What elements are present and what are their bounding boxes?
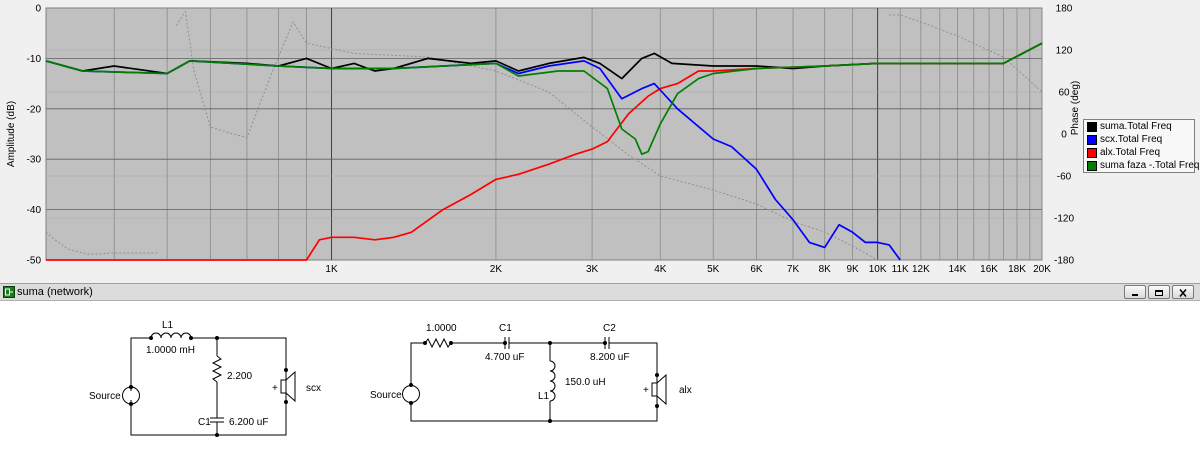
x-tick-label: 9K — [847, 264, 860, 275]
scx-network-dots — [129, 336, 288, 437]
alx-network-circuit — [402, 337, 667, 422]
y-right-tick-label: -60 — [1057, 172, 1072, 183]
y-right-tick-label: -120 — [1054, 214, 1074, 225]
source-label: Source — [370, 390, 402, 401]
legend-label: suma.Total Freq — [1100, 121, 1172, 132]
x-tick-label: 8K — [819, 264, 832, 275]
source-icon[interactable] — [402, 385, 420, 403]
network-window: suma (network) — [0, 283, 1200, 460]
speaker-label: alx — [679, 385, 692, 396]
speaker-icon[interactable] — [651, 382, 658, 397]
y-right-tick-label: 60 — [1058, 88, 1070, 99]
crossover-schematic: L1 1.0000 mH 2.200 C1 6.200 uF Source sc… — [89, 320, 692, 437]
resistor-icon[interactable] — [211, 355, 223, 383]
speaker-label: scx — [306, 383, 321, 394]
maximize-icon — [1155, 290, 1163, 296]
capacitor-c2-label: C2 — [603, 323, 616, 334]
capacitor-label: C1 — [198, 417, 211, 428]
x-tick-label: 4K — [654, 264, 667, 275]
speaker-cone — [285, 370, 296, 403]
alx-wire-top-left — [410, 342, 425, 385]
x-tick-label: 16K — [980, 264, 998, 275]
y-right-tick-label: 0 — [1061, 130, 1067, 141]
x-tick-label: 11K — [892, 264, 909, 275]
legend-swatch — [1087, 160, 1097, 171]
resistor-value: 1.0000 — [426, 323, 457, 334]
scx-wire-top-right — [191, 337, 287, 370]
legend-item[interactable]: suma.Total Freq — [1084, 120, 1194, 133]
scx-wire-bottom — [130, 400, 287, 436]
y-left-axis-label: Amplitude (dB) — [6, 101, 17, 167]
speaker-icon[interactable] — [280, 379, 287, 394]
frequency-response-panel: 0 -10 -20 -30 -40 -50 180 120 60 0 -60 -120 -180 1K 2K… — [6, 3, 1200, 276]
y-right-tick-label: -180 — [1054, 256, 1074, 267]
capacitor-value: 6.200 uF — [229, 417, 268, 428]
x-tick-label: 1K — [325, 264, 338, 275]
legend-swatch — [1087, 147, 1097, 158]
x-tick-label: 3K — [586, 264, 599, 275]
x-tick-label: 5K — [707, 264, 720, 275]
legend-label: alx.Total Freq — [1100, 147, 1161, 158]
x-tick-label: 18K — [1008, 264, 1026, 275]
frequency-response-chart: 0 -10 -20 -30 -40 -50 180 120 60 0 -60 -120 -180 1K 2K… — [6, 4, 1081, 276]
inductor-l1-coil[interactable] — [549, 360, 556, 402]
window-titlebar[interactable]: suma (network) — [0, 283, 1200, 301]
legend-label: scx.Total Freq — [1100, 134, 1163, 145]
y-left-tick-label: -10 — [27, 54, 42, 65]
capacitor-c1-value: 4.700 uF — [485, 352, 524, 363]
capacitor-c1-label: C1 — [499, 323, 512, 334]
inductor-label: L1 — [162, 320, 174, 331]
x-tick-label: 7K — [787, 264, 800, 275]
x-tick-label: 14K — [949, 264, 967, 275]
x-tick-label: 12K — [912, 264, 930, 275]
close-icon — [1179, 289, 1187, 297]
window-title: suma (network) — [17, 286, 93, 298]
legend-swatch — [1087, 121, 1097, 132]
x-tick-label: 20K — [1033, 264, 1051, 275]
alx-wire-bottom — [410, 404, 658, 422]
minimize-button[interactable] — [1124, 285, 1146, 299]
maximize-button[interactable] — [1148, 285, 1170, 299]
legend-item[interactable]: scx.Total Freq — [1084, 133, 1194, 146]
scx-wire-top — [130, 337, 151, 391]
y-left-tick-label: -40 — [27, 205, 42, 216]
inductor-l1-coil[interactable] — [150, 332, 192, 339]
speaker-cone — [656, 373, 667, 406]
speaker-polarity: + — [643, 385, 649, 396]
resistor-value: 2.200 — [227, 371, 252, 382]
speaker-polarity: + — [272, 383, 278, 394]
alx-network-dots — [409, 341, 659, 423]
y-left-tick-label: -50 — [27, 256, 42, 267]
legend-item[interactable]: alx.Total Freq — [1084, 146, 1194, 159]
x-tick-label: 6K — [750, 264, 763, 275]
y-left-tick-label: -30 — [27, 155, 42, 166]
alx-wire-top-right — [609, 342, 658, 375]
y-right-tick-label: 180 — [1056, 4, 1073, 15]
close-button[interactable] — [1172, 285, 1194, 299]
x-tick-label: 10K — [869, 264, 887, 275]
inductor-value: 150.0 uH — [565, 377, 606, 388]
source-label: Source — [89, 391, 121, 402]
inductor-value: 1.0000 mH — [146, 345, 195, 356]
inductor-label: L1 — [538, 391, 550, 402]
y-right-tick-label: 120 — [1056, 46, 1073, 57]
network-app-icon — [3, 286, 15, 298]
chart-legend[interactable]: suma.Total Freq scx.Total Freq alx.Total F… — [1083, 119, 1199, 173]
y-left-tick-label: 0 — [35, 4, 41, 15]
legend-item[interactable]: suma faza -.Total Freq — [1084, 159, 1199, 172]
minimize-icon — [1132, 294, 1138, 296]
x-tick-label: 2K — [490, 264, 503, 275]
y-left-tick-label: -20 — [27, 104, 42, 115]
legend-label: suma faza -.Total Freq — [1100, 160, 1200, 171]
scx-network-circuit — [122, 332, 296, 436]
capacitor-c2-value: 8.200 uF — [590, 352, 629, 363]
resistor-icon[interactable] — [424, 337, 452, 349]
y-right-axis-label: Phase (deg) — [1070, 81, 1081, 135]
series-line-3 — [45, 42, 1043, 156]
series-line-4 — [45, 11, 1043, 261]
plot-area[interactable] — [45, 7, 1043, 261]
legend-swatch — [1087, 134, 1097, 145]
